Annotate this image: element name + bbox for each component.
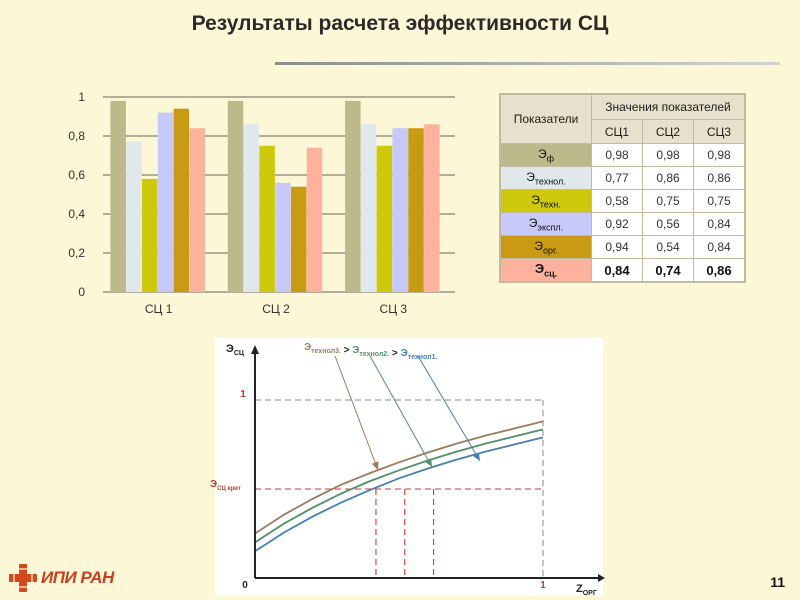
table-cell: 0,84 bbox=[693, 235, 746, 259]
table-cell: 0,92 bbox=[591, 212, 643, 236]
curve-order-annotation: Этехнол3. > Этехнол2. > Этехнол1. bbox=[304, 342, 437, 361]
table-cell: 0,56 bbox=[642, 212, 694, 236]
x-tick-label: 1 bbox=[540, 580, 546, 591]
page-number: 11 bbox=[770, 574, 785, 590]
ipi-ran-logo: ИПИ РАН bbox=[8, 563, 114, 593]
threshold-label: ЭСЦ крит bbox=[210, 479, 241, 492]
x-tick-label: 0 bbox=[242, 580, 248, 591]
row-label: Эсц. bbox=[499, 258, 592, 283]
table-cell: 0,98 bbox=[693, 143, 746, 167]
bar bbox=[227, 100, 244, 293]
series-line bbox=[254, 436, 544, 553]
table-cell: 0,86 bbox=[693, 258, 746, 283]
page-title: Результаты расчета эффективности СЦ bbox=[191, 12, 609, 35]
header-col-3: СЦ3 bbox=[693, 119, 746, 144]
bar bbox=[376, 145, 393, 292]
table-cell: 0,98 bbox=[591, 143, 643, 167]
table-cell: 0,74 bbox=[642, 258, 694, 283]
table-row: Этехнол. 0,77 0,86 0,86 bbox=[499, 166, 746, 190]
bar bbox=[345, 100, 361, 293]
bar bbox=[290, 186, 307, 292]
bar bbox=[424, 124, 440, 292]
table-cell: 0,75 bbox=[642, 189, 694, 213]
title-divider bbox=[275, 62, 780, 65]
y-tick-label: 0,6 bbox=[68, 168, 85, 182]
bar bbox=[306, 147, 323, 292]
x-axis-label: ZОРГ bbox=[576, 583, 597, 597]
row-label: Этехнол. bbox=[499, 166, 592, 190]
table-cell: 0,77 bbox=[591, 166, 643, 190]
table-cell: 0,84 bbox=[693, 212, 746, 236]
line-chart: ЭСЦ ZОРГ 0 1 1 ЭСЦ крит Этехнол3. > Этехнол2. … bbox=[210, 338, 605, 597]
x-tick-label: СЦ 1 bbox=[145, 302, 173, 316]
bar bbox=[157, 112, 174, 292]
table-row: Этехн. 0,58 0,75 0,75 bbox=[499, 189, 746, 213]
table-row: Эф 0,98 0,98 0,98 bbox=[499, 143, 746, 167]
y-tick-label: 0,8 bbox=[68, 129, 85, 143]
header-indicators: Показатели bbox=[499, 93, 592, 144]
header-col-1: СЦ1 bbox=[591, 119, 643, 144]
bar bbox=[408, 128, 424, 292]
y-tick-label: 1 bbox=[240, 389, 246, 400]
table-row: Эсц. 0,84 0,74 0,86 bbox=[499, 258, 746, 283]
x-tick-label: СЦ 2 bbox=[262, 302, 290, 316]
header-values: Значения показателей bbox=[591, 93, 746, 120]
bar bbox=[173, 108, 190, 292]
table-cell: 0,86 bbox=[693, 166, 746, 190]
y-axis-label: ЭСЦ bbox=[226, 343, 245, 357]
annotation-arrow bbox=[369, 355, 433, 468]
annotation-arrow bbox=[334, 355, 379, 471]
row-label: Этехн. bbox=[499, 189, 592, 213]
table-cell: 0,54 bbox=[642, 235, 694, 259]
bar bbox=[126, 141, 142, 292]
bar bbox=[360, 124, 377, 292]
arrow-head bbox=[425, 458, 432, 467]
logo-text: ИПИ РАН bbox=[41, 568, 114, 587]
bar bbox=[392, 128, 408, 292]
row-label: Эф bbox=[499, 143, 592, 167]
indicators-table: Показатели Значения показателей СЦ1 СЦ2 … bbox=[499, 93, 746, 283]
bar bbox=[142, 178, 158, 292]
row-label: Ээкспл. bbox=[499, 212, 592, 236]
bar bbox=[275, 182, 291, 292]
y-tick-label: 0,4 bbox=[68, 207, 85, 221]
bar bbox=[110, 100, 126, 293]
table-cell: 0,58 bbox=[591, 189, 643, 213]
table-row: Ээкспл. 0,92 0,56 0,84 bbox=[499, 212, 746, 236]
bar bbox=[189, 128, 205, 292]
bar-chart: 0 0,2 0,4 0,6 0,8 1 СЦ 1 СЦ 2 СЦ 3 bbox=[68, 90, 455, 316]
table-cell: 0,94 bbox=[591, 235, 643, 259]
y-axis-arrow bbox=[251, 345, 259, 354]
y-tick-label: 0 bbox=[78, 285, 85, 299]
series-line bbox=[254, 428, 544, 544]
y-tick-label: 0,2 bbox=[68, 246, 85, 260]
bar bbox=[259, 145, 275, 292]
cross-logo-icon bbox=[9, 564, 37, 592]
arrow-head bbox=[472, 452, 480, 461]
header-col-2: СЦ2 bbox=[642, 119, 694, 144]
y-tick-label: 1 bbox=[78, 90, 85, 104]
table-cell: 0,84 bbox=[591, 258, 643, 283]
table-cell: 0,75 bbox=[693, 189, 746, 213]
table-row: Эорг. 0,94 0,54 0,84 bbox=[499, 235, 746, 259]
bar bbox=[243, 124, 260, 292]
row-label: Эорг. bbox=[499, 235, 592, 259]
x-tick-label: СЦ 3 bbox=[380, 302, 408, 316]
series-line bbox=[254, 420, 544, 535]
table-cell: 0,98 bbox=[642, 143, 694, 167]
annotation-arrow bbox=[417, 355, 481, 462]
arrow-head bbox=[371, 461, 379, 470]
x-axis-arrow bbox=[598, 574, 605, 582]
table-cell: 0,86 bbox=[642, 166, 694, 190]
